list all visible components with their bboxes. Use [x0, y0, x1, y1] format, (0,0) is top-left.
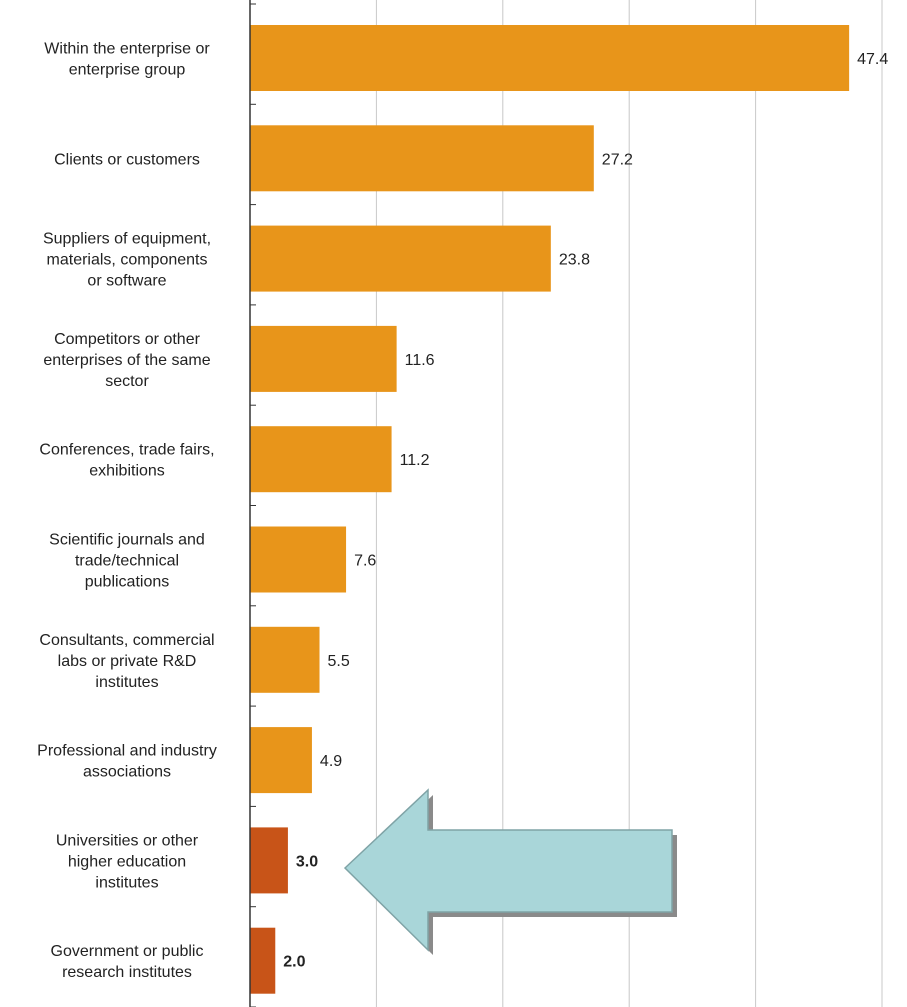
bar — [250, 325, 397, 392]
annotation-arrow — [343, 788, 677, 955]
category-label: Professional and industry associations — [37, 743, 217, 781]
bar — [250, 727, 312, 794]
category-label: Scientific journals and trade/technical pu… — [49, 532, 205, 591]
value-label: 11.6 — [405, 352, 435, 369]
bar — [250, 526, 347, 593]
bars — [250, 25, 850, 994]
value-label: 4.9 — [320, 753, 342, 770]
bar — [250, 927, 276, 994]
category-label: Competitors or other enterprises of the s… — [43, 331, 210, 390]
value-label: 23.8 — [559, 252, 590, 269]
bar — [250, 426, 392, 493]
bar — [250, 626, 320, 693]
bar — [250, 125, 594, 192]
value-label: 3.0 — [296, 853, 318, 870]
bar — [250, 25, 850, 91]
category-label: Conferences, trade fairs, exhibitions — [39, 442, 214, 480]
bar — [250, 827, 288, 894]
axis — [249, 0, 256, 1007]
annotation-arrow-shape — [343, 788, 673, 952]
category-label: Within the enterprise or enterprise group — [44, 41, 210, 79]
category-labels: Within the enterprise or enterprise group… — [37, 41, 217, 982]
value-label: 27.2 — [602, 151, 633, 168]
category-label: Government or public research institutes — [51, 943, 204, 981]
value-label: 2.0 — [283, 954, 305, 971]
category-label: Suppliers of equipment, materials, compon… — [43, 231, 211, 290]
category-label: Universities or other higher education ins… — [56, 832, 199, 891]
value-label: 5.5 — [328, 653, 350, 670]
category-label: Consultants, commercial labs or private R… — [39, 632, 214, 691]
value-label: 7.6 — [354, 553, 376, 570]
category-label: Clients or customers — [54, 151, 200, 168]
value-label: 11.2 — [400, 452, 430, 469]
bar — [250, 225, 551, 292]
value-labels: 47.4 27.2 23.8 11.6 11.2 7.6 5.5 4.9 3.0 2.0 — [283, 51, 888, 971]
value-label: 47.4 — [857, 51, 888, 68]
